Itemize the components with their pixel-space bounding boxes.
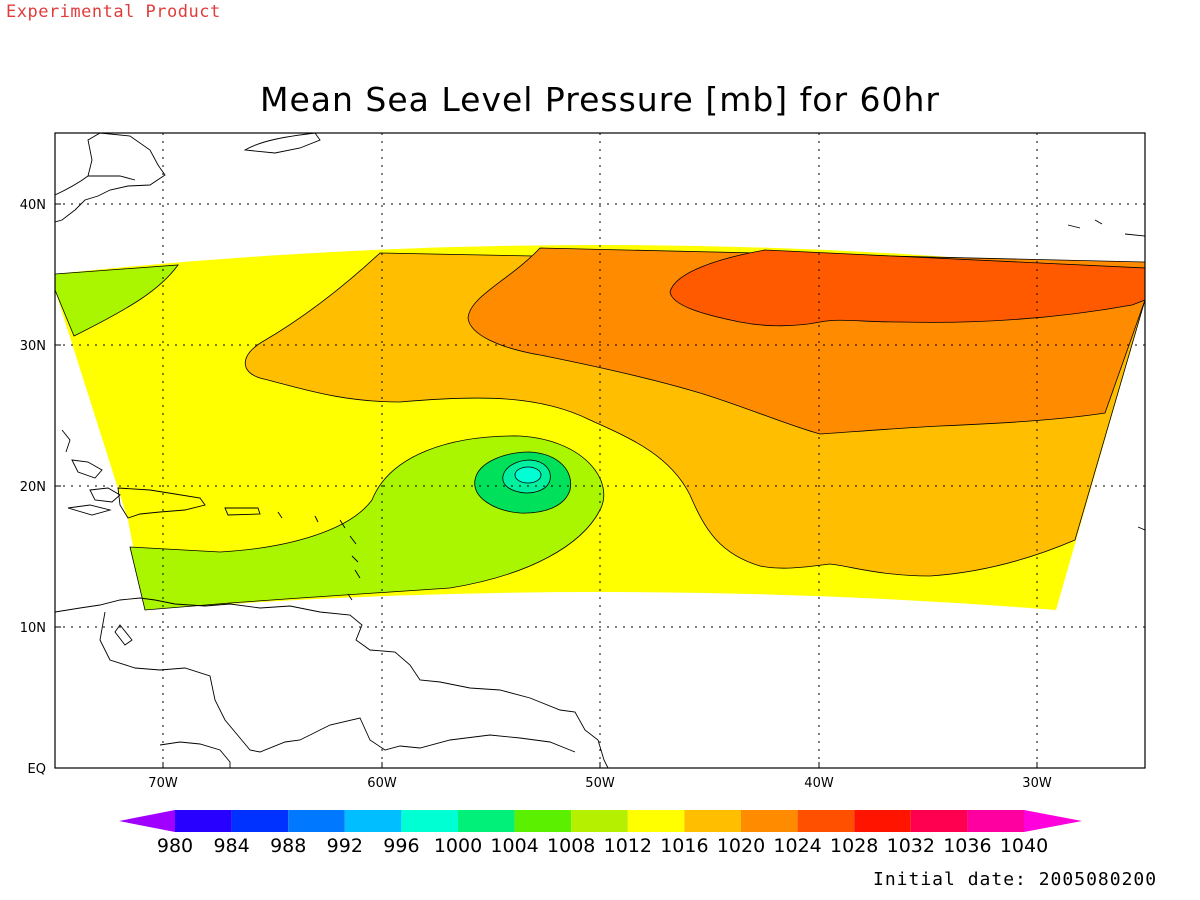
colorbar-label: 1000 (434, 835, 482, 857)
colorbar-label: 996 (383, 835, 419, 857)
lat-tick-40n: 40N (20, 198, 46, 213)
low-pressure-center (514, 466, 542, 484)
colorbar-label: 1028 (830, 835, 878, 857)
lon-tick-40w: 40W (804, 776, 834, 791)
lon-tick-70w: 70W (148, 776, 178, 791)
colorbar-label: 984 (213, 835, 249, 857)
colorbar-label: 1020 (717, 835, 765, 857)
colorbar-label: 980 (157, 835, 193, 857)
lat-tick-30n: 30N (20, 339, 46, 354)
lon-tick-30w: 30W (1022, 776, 1052, 791)
colorbar-label: 1040 (1000, 835, 1048, 857)
contour-region-1008-west (55, 264, 179, 337)
colorbar-swatch (458, 810, 515, 832)
colorbar-label: 1016 (660, 835, 708, 857)
colorbar-swatch (684, 810, 741, 832)
colorbar-label: 1032 (887, 835, 935, 857)
lat-tick-eq: EQ (28, 762, 46, 777)
map-grid (55, 133, 1145, 768)
colorbar-label: 988 (270, 835, 306, 857)
colorbar-swatch (175, 810, 232, 832)
colorbar-swatch (741, 810, 798, 832)
colorbar: 980 984 988 992 996 1000 1004 1008 1012 1016 1020 1… (119, 810, 1082, 857)
colorbar-label: 1008 (547, 835, 595, 857)
initial-date-label: Initial date: 2005080200 (873, 869, 1158, 890)
colorbar-arrow-high (1024, 810, 1082, 832)
chart-title: Mean Sea Level Pressure [mb] for 60hr (259, 80, 941, 119)
colorbar-label: 1036 (943, 835, 991, 857)
colorbar-label: 992 (327, 835, 363, 857)
colorbar-swatch (288, 810, 345, 832)
tick-marks (55, 203, 1038, 768)
colorbar-label: 1012 (604, 835, 652, 857)
colorbar-swatch (797, 810, 855, 832)
colorbar-swatch (854, 810, 911, 832)
colorbar-swatch (910, 810, 968, 832)
colorbar-swatch (571, 810, 628, 832)
coastlines (55, 133, 1145, 768)
lon-tick-60w: 60W (367, 776, 397, 791)
lat-tick-20n: 20N (20, 480, 46, 495)
experimental-product-banner: Experimental Product (6, 2, 221, 22)
colorbar-swatch (401, 810, 458, 832)
colorbar-swatch (967, 810, 1024, 832)
colorbar-swatch (514, 810, 572, 832)
contour-region-1024 (669, 249, 1145, 327)
colorbar-arrow-low (119, 810, 175, 832)
colorbar-swatch (231, 810, 289, 832)
colorbar-label: 1004 (490, 835, 538, 857)
colorbar-swatch (627, 810, 685, 832)
lon-tick-50w: 50W (585, 776, 615, 791)
lat-tick-10n: 10N (20, 621, 46, 636)
colorbar-swatch (344, 810, 402, 832)
colorbar-label: 1024 (773, 835, 821, 857)
